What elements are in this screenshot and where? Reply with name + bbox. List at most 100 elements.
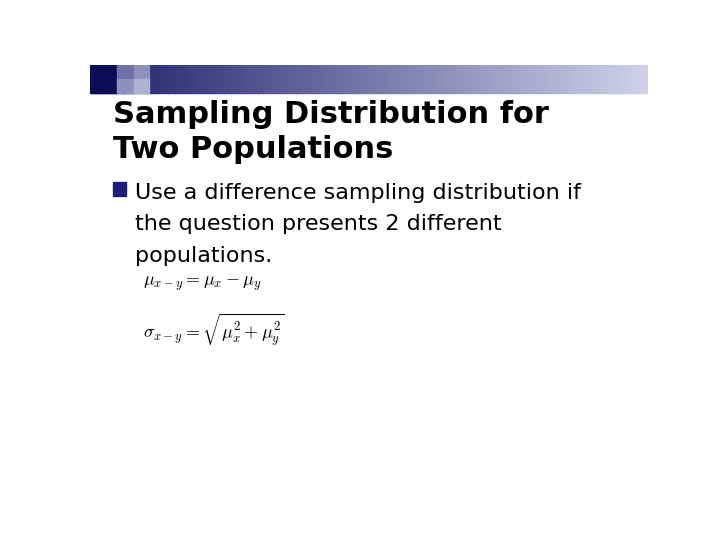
Bar [498,65,504,93]
Bar [564,65,571,93]
Bar [369,65,376,93]
Bar [291,65,297,93]
Bar [174,65,181,93]
Bar [114,183,126,196]
Bar [486,65,493,93]
Bar [603,65,610,93]
Text: the question presents 2 different: the question presents 2 different [135,214,501,234]
Bar [218,65,225,93]
Bar [213,65,220,93]
Text: Two Populations: Two Populations [114,136,394,165]
Bar [274,65,281,93]
Bar [336,65,342,93]
Bar [575,65,582,93]
Bar [179,65,186,93]
Bar [112,65,119,93]
Bar [330,65,337,93]
Bar [436,65,443,93]
Bar [570,65,577,93]
Bar [631,65,638,93]
Bar [235,65,242,93]
Bar [380,65,387,93]
Bar [280,65,287,93]
Bar [145,65,153,93]
Bar [124,65,130,93]
Bar [163,65,169,93]
Bar [135,65,141,93]
Bar [352,65,359,93]
Bar [196,65,203,93]
Bar [620,65,627,93]
Bar [129,65,136,93]
Bar [503,65,510,93]
Bar [358,65,364,93]
Bar [364,65,370,93]
Bar [441,65,449,93]
Bar [553,65,560,93]
Bar [341,65,348,93]
Bar [520,65,526,93]
Bar [469,65,476,93]
Bar [117,65,134,79]
Bar [207,65,214,93]
Bar [547,65,554,93]
Bar [302,65,309,93]
Bar [307,65,315,93]
Bar [475,65,482,93]
Bar [481,65,487,93]
Bar [297,65,303,93]
Bar [118,65,125,93]
Bar [90,65,117,93]
Bar [157,65,163,93]
Bar [101,65,108,93]
Text: $\mu_{x-y} = \mu_x - \mu_y$: $\mu_{x-y} = \mu_x - \mu_y$ [143,275,262,293]
Bar [431,65,437,93]
Bar [269,65,275,93]
Text: Use a difference sampling distribution if: Use a difference sampling distribution i… [135,183,580,203]
Bar [609,65,616,93]
Bar [96,65,102,93]
Bar [185,65,192,93]
Bar [252,65,258,93]
Bar [224,65,230,93]
Bar [615,65,621,93]
Bar [593,65,599,93]
Bar [107,65,114,93]
Bar [134,79,149,93]
Bar [151,65,158,93]
Bar [453,65,459,93]
Bar [240,65,248,93]
Bar [392,65,398,93]
Bar [526,65,532,93]
Bar [464,65,471,93]
Bar [459,65,465,93]
Bar [531,65,538,93]
Bar [425,65,431,93]
Bar [117,79,134,93]
Bar [542,65,549,93]
Bar [642,65,649,93]
Bar [202,65,208,93]
Bar [419,65,426,93]
Bar [347,65,354,93]
Bar [397,65,404,93]
Bar [263,65,270,93]
Bar [313,65,320,93]
Bar [285,65,292,93]
Bar [408,65,415,93]
Bar [637,65,644,93]
Bar [134,65,149,79]
Bar [168,65,175,93]
Bar [386,65,392,93]
Bar [413,65,420,93]
Text: $\sigma_{x-y} = \sqrt{\mu_x^2 + \mu_y^2}$: $\sigma_{x-y} = \sqrt{\mu_x^2 + \mu_y^2}… [143,312,285,348]
Bar [402,65,409,93]
Bar [581,65,588,93]
Bar [492,65,498,93]
Bar [258,65,264,93]
Bar [536,65,543,93]
Bar [190,65,197,93]
Bar [587,65,593,93]
Text: Sampling Distribution for: Sampling Distribution for [114,100,549,129]
Bar [230,65,236,93]
